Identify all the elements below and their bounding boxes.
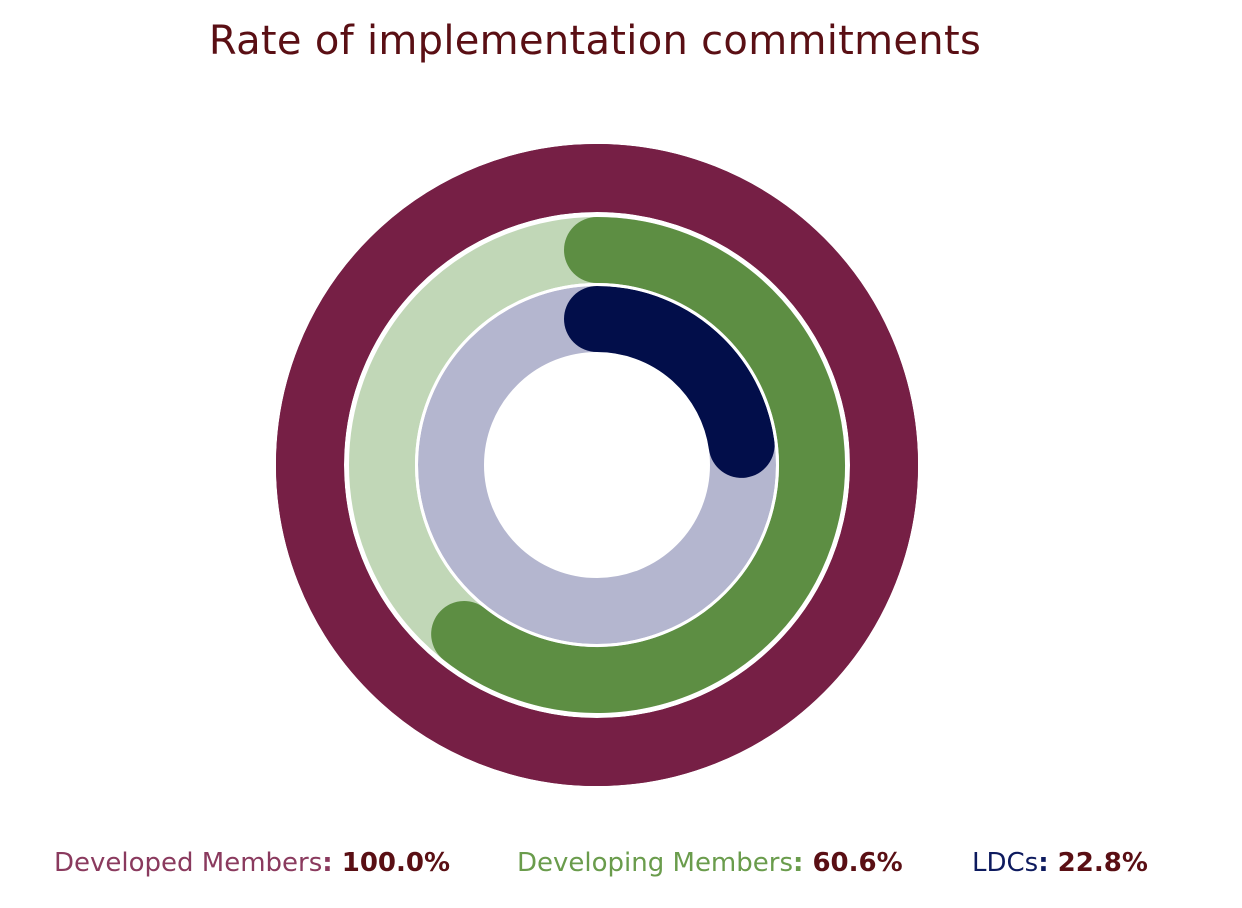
- ring-bar-developed-members: [276, 144, 918, 786]
- chart-title: Rate of implementation commitments: [208, 18, 982, 64]
- ring-bar-developing-members: [431, 217, 845, 713]
- ring-separator: [345, 213, 849, 717]
- legend-label-developing-members: Developing Members: [517, 848, 793, 878]
- ring-bar-ldcs: [564, 286, 775, 478]
- legend-value-ldcs: 22.8%: [1057, 848, 1148, 878]
- legend-label-ldcs: LDCs: [972, 848, 1039, 878]
- legend-item-developing-members: Developing Members: 60.6%: [517, 848, 903, 878]
- legend-item-developed-members: Developed Members: 100.0%: [54, 848, 450, 878]
- legend-separator: :: [1038, 848, 1058, 878]
- legend-separator: :: [322, 848, 342, 878]
- legend-label-developed-members: Developed Members: [54, 848, 323, 878]
- legend: Developed Members: 100.0% Developing Mem…: [0, 848, 1242, 888]
- ring-separator: [415, 283, 779, 647]
- legend-item-ldcs: LDCs: 22.8%: [972, 848, 1148, 878]
- legend-separator: :: [793, 848, 813, 878]
- legend-value-developing-members: 60.6%: [812, 848, 903, 878]
- legend-value-developed-members: 100.0%: [341, 848, 451, 878]
